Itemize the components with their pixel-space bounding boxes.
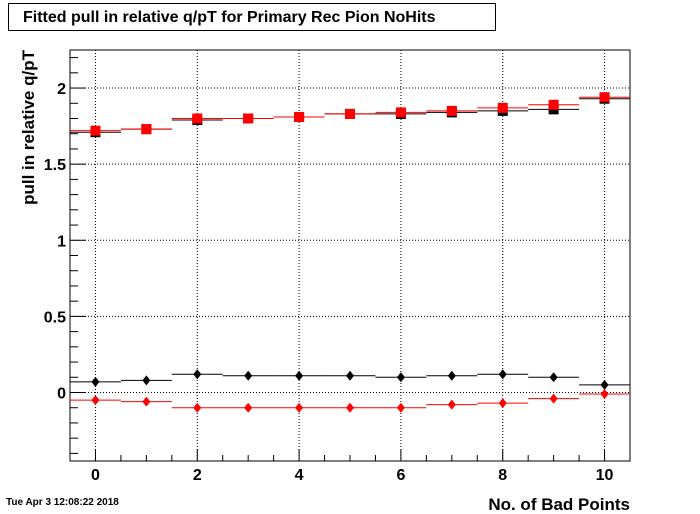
y-tick-label: 0	[57, 386, 66, 403]
data-point-diamond	[346, 402, 354, 413]
data-point-square	[497, 102, 508, 113]
x-axis-label: No. of Bad Points	[488, 495, 630, 514]
data-point-diamond	[600, 379, 609, 390]
chart-title: Fitted pull in relative q/pT for Primary…	[23, 9, 436, 26]
data-point-diamond	[91, 376, 100, 387]
data-series	[70, 92, 630, 413]
x-tick-label: 8	[498, 467, 507, 484]
y-tick-label: 0.5	[44, 309, 66, 326]
data-point-diamond	[91, 395, 100, 406]
data-point-square	[395, 107, 406, 118]
data-point-square	[446, 105, 457, 116]
y-tick-label: 1.5	[44, 157, 66, 174]
chart-title-box: Fitted pull in relative q/pT for Primary…	[8, 3, 496, 31]
data-point-diamond	[142, 396, 151, 407]
x-tick-label: 10	[596, 467, 614, 484]
data-point-diamond	[600, 389, 609, 400]
series-group	[70, 92, 630, 136]
data-point-diamond	[396, 372, 405, 383]
data-point-diamond	[295, 370, 304, 381]
timestamp: Tue Apr 3 12:08:22 2018	[6, 497, 119, 508]
x-tick-label: 6	[396, 467, 405, 484]
series-group	[70, 389, 630, 413]
data-point-square	[141, 124, 152, 135]
data-point-diamond	[142, 375, 151, 386]
y-tick-label: 1	[57, 233, 66, 250]
axis-ticks: 0 2 4 6 8 10 0 0.5 1 1.5 2	[44, 57, 614, 484]
data-point-square	[294, 111, 305, 122]
y-tick-label: 2	[57, 81, 66, 98]
series-group	[70, 369, 630, 390]
data-point-square	[599, 92, 610, 103]
data-point-diamond	[193, 369, 202, 380]
x-tick-label: 4	[295, 467, 304, 484]
data-point-diamond	[193, 402, 202, 413]
data-point-diamond	[498, 369, 507, 380]
data-point-diamond	[549, 393, 558, 404]
data-point-diamond	[447, 370, 456, 381]
data-point-diamond	[244, 402, 253, 413]
data-point-diamond	[498, 398, 507, 409]
data-point-diamond	[295, 402, 304, 413]
data-point-square	[243, 113, 254, 124]
data-point-square	[192, 113, 203, 124]
data-point-diamond	[447, 399, 456, 410]
data-point-diamond	[396, 402, 405, 413]
data-point-square	[90, 125, 101, 136]
x-tick-label: 0	[91, 467, 100, 484]
data-point-square	[345, 108, 355, 119]
data-point-square	[548, 99, 559, 110]
data-point-diamond	[549, 372, 558, 383]
x-tick-label: 2	[193, 467, 202, 484]
y-axis-label: pull in relative q/pT	[19, 49, 38, 205]
data-point-diamond	[346, 370, 354, 381]
data-point-diamond	[244, 370, 253, 381]
